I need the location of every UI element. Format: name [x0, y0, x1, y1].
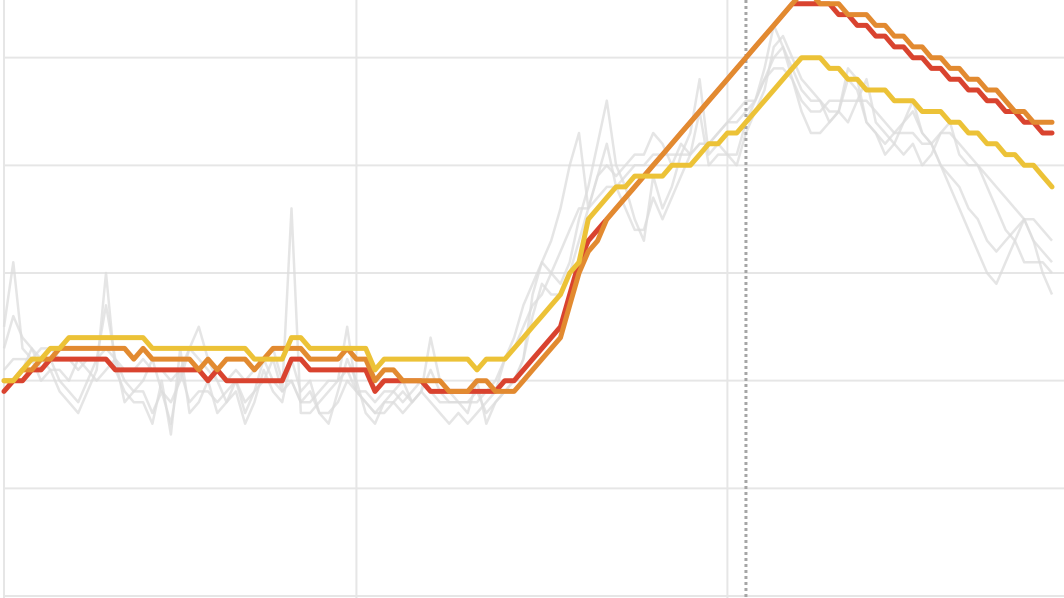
grid — [3, 0, 1064, 598]
background-series-line-2 — [2, 45, 1053, 425]
highlight-series-group — [1, 0, 1055, 394]
series-line-3 — [1, 55, 1055, 384]
background-series-line-3 — [3, 24, 1053, 425]
series-line-2 — [1, 0, 1055, 394]
background-series-line-4 — [3, 67, 1053, 404]
series-line-1 — [1, 1, 1055, 394]
